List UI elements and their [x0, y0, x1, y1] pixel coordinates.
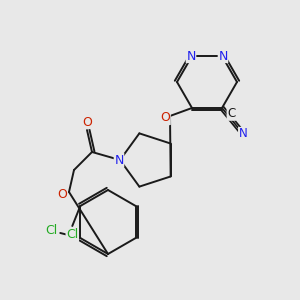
Text: Cl: Cl	[66, 229, 78, 242]
Text: N: N	[114, 154, 124, 166]
Text: O: O	[82, 116, 92, 128]
Text: O: O	[160, 112, 170, 124]
Text: N: N	[218, 50, 228, 62]
Text: N: N	[186, 50, 196, 62]
Text: O: O	[160, 112, 170, 124]
Text: C: C	[227, 107, 236, 120]
Text: O: O	[57, 188, 67, 200]
Text: N: N	[238, 128, 247, 140]
Text: Cl: Cl	[45, 224, 57, 238]
